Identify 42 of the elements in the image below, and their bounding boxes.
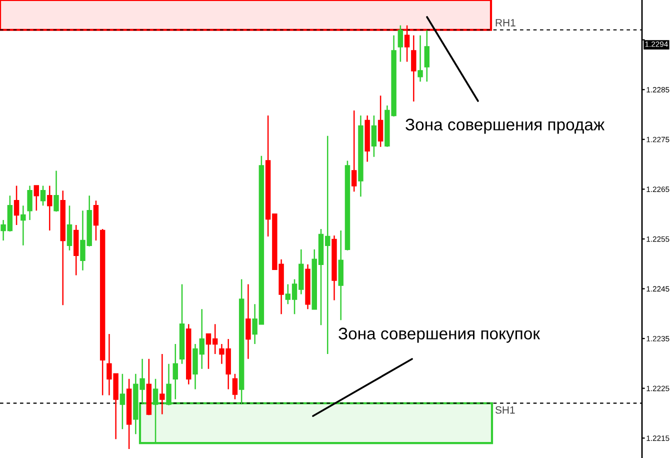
candlestick: [371, 114, 377, 158]
candlestick: [246, 284, 251, 360]
candlestick: [20, 204, 26, 246]
candlestick: [424, 30, 430, 82]
candlestick: [66, 204, 72, 252]
band-label: Зона совершения продаж: [406, 118, 605, 134]
candlestick: [54, 170, 59, 212]
candlestick: [305, 264, 310, 310]
candlestick: [411, 34, 416, 102]
candlestick: [404, 24, 410, 62]
candlestick: [186, 323, 192, 385]
candlestick: [93, 200, 99, 242]
candlestick: [332, 234, 337, 301]
candlestick: [172, 343, 178, 400]
candlestick: [179, 284, 185, 365]
candlestick: [60, 190, 66, 306]
candlestick: [418, 34, 423, 82]
candlestick: [152, 378, 158, 445]
candlestick: [126, 378, 132, 450]
candlestick: [34, 185, 40, 212]
candlestick: [47, 185, 52, 232]
candlestick: [160, 353, 165, 415]
candlestick: [232, 373, 238, 400]
candlestick: [27, 185, 32, 221]
candlestick: [338, 230, 344, 321]
candlestick: [398, 24, 404, 62]
candlestick: [40, 185, 46, 206]
candlestick: [344, 160, 350, 252]
candlestick: [351, 110, 357, 192]
candlestick: [100, 228, 106, 396]
candlestick: [166, 363, 172, 406]
candlestick: [364, 114, 370, 162]
candlestick: [14, 185, 20, 226]
candlestick: [120, 373, 126, 430]
candlestick: [378, 94, 384, 148]
band-label: Зона совершения покупок: [338, 328, 540, 343]
ref-line-label: RH1: [496, 19, 516, 26]
candlestick: [238, 278, 244, 405]
candlestick: [146, 358, 152, 416]
candlestick: [358, 114, 364, 198]
ref-line-label: SH1: [495, 406, 515, 414]
candlestick: [74, 224, 79, 276]
